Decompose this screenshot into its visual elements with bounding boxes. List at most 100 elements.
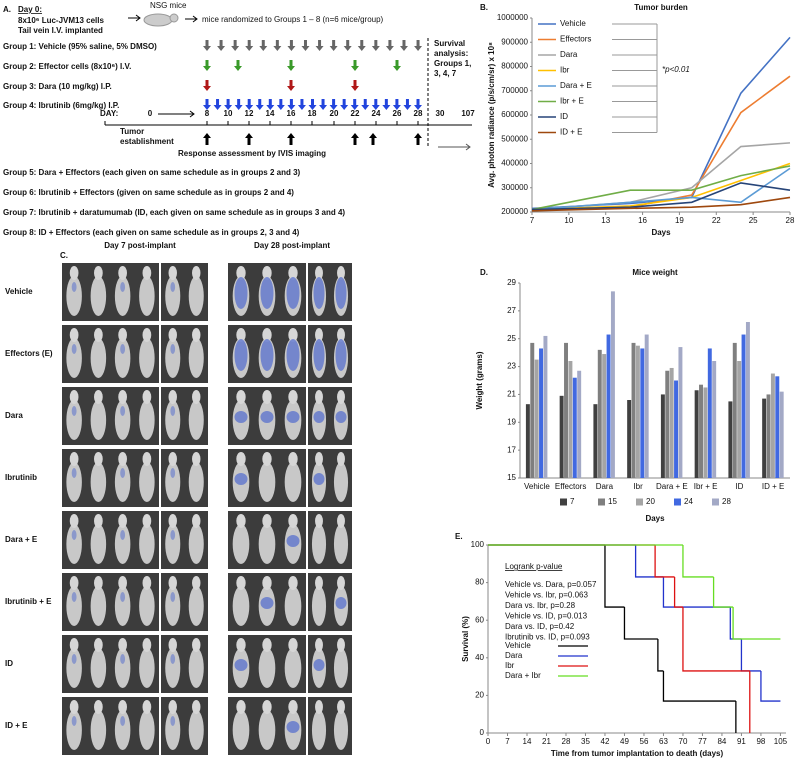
bar <box>644 334 649 478</box>
group-text: Group 3: Dara (10 mg/kg) I.P. <box>3 82 112 91</box>
signal <box>234 659 248 671</box>
legend-swatch <box>636 498 643 506</box>
survival-step <box>654 545 675 578</box>
legend-label: Vehicle <box>505 641 531 650</box>
signal <box>313 473 325 485</box>
legend-label: 24 <box>684 497 693 506</box>
bar <box>694 390 699 478</box>
dose-arrow <box>399 40 408 51</box>
mouse-head <box>315 452 323 466</box>
mouse-body <box>66 710 82 750</box>
x-tick-label: 56 <box>640 737 649 746</box>
signal <box>335 339 347 371</box>
mouse-body <box>90 338 107 378</box>
mouse-head <box>315 700 323 714</box>
mouse-head <box>262 700 272 714</box>
x-tick-label: Vehicle <box>524 482 550 491</box>
mouse-head <box>69 266 79 280</box>
mouse-head <box>118 576 127 590</box>
mice-label: NSG mice <box>150 1 187 10</box>
x-tick-label: 84 <box>717 737 726 746</box>
dose-arrow <box>273 40 282 51</box>
day-tick: 10 <box>224 109 233 118</box>
legend-label: 28 <box>722 497 731 506</box>
day-tick: 0 <box>148 109 153 118</box>
day-tick: 22 <box>351 109 360 118</box>
mouse-body <box>258 524 276 564</box>
x-tick-label: 105 <box>774 737 788 746</box>
dose-arrow <box>297 99 306 110</box>
bar <box>610 291 615 478</box>
signal <box>71 654 77 664</box>
mouse-head <box>69 576 79 590</box>
mouse-body <box>139 586 155 626</box>
x-tick-label: 22 <box>712 216 721 225</box>
day0-line: Tail vein I.V. implanted <box>18 26 103 35</box>
x-tick-label: 16 <box>638 216 647 225</box>
y-tick-label: 15 <box>507 473 516 482</box>
mouse-head <box>192 328 201 342</box>
dose-arrow <box>203 60 211 71</box>
signal <box>234 339 248 371</box>
mouse-head <box>337 514 345 528</box>
signal <box>286 721 300 733</box>
dose-arrow <box>287 80 295 91</box>
dose-arrow <box>343 40 352 51</box>
bar <box>635 345 640 478</box>
signal <box>286 339 300 371</box>
x-tick-label: 7 <box>505 737 510 746</box>
y-tick-label: 80 <box>475 578 484 587</box>
mouse-body <box>258 462 276 502</box>
mouse-head <box>337 576 345 590</box>
signal <box>170 344 176 354</box>
mouse-head <box>315 514 323 528</box>
mouse-body <box>139 400 155 440</box>
p-value: Vehicle vs. ID, p=0.013 <box>505 612 588 621</box>
bar <box>627 400 632 478</box>
col-header: Day 7 post-implant <box>104 241 176 250</box>
dose-arrow <box>287 99 296 110</box>
signal <box>260 411 274 423</box>
dose-arrow <box>351 80 359 91</box>
dose-arrow <box>245 99 254 110</box>
legend-label: 20 <box>646 497 655 506</box>
y-tick-label: 25 <box>507 334 516 343</box>
dose-arrow <box>203 99 211 110</box>
panel-label: D. <box>480 268 488 277</box>
mouse-head <box>94 452 103 466</box>
mouse-head <box>288 266 298 280</box>
series-line <box>531 165 791 211</box>
day-tick: 8 <box>205 109 210 118</box>
mouse-head <box>288 638 298 652</box>
x-tick-label: 91 <box>737 737 746 746</box>
chart-title: Tumor burden <box>634 3 688 12</box>
legend-label: Ibr <box>505 661 515 670</box>
mouse-body <box>232 586 250 626</box>
mouse-body <box>165 648 181 688</box>
bar <box>572 377 577 478</box>
x-tick-label: ID + E <box>762 482 784 491</box>
mouse-body <box>66 586 82 626</box>
mouse-body <box>114 710 131 750</box>
signal <box>170 406 176 416</box>
survival-text: Groups 1, <box>434 59 471 68</box>
mouse-head <box>262 638 272 652</box>
panel-label: C. <box>60 251 68 260</box>
mouse-body <box>90 400 107 440</box>
mouse-head <box>142 514 152 528</box>
mouse-body <box>139 710 155 750</box>
mouse-head <box>337 390 345 404</box>
imaging-arrow <box>245 133 253 145</box>
mouse-head <box>94 390 103 404</box>
bar <box>703 387 708 478</box>
dose-arrow <box>259 40 268 51</box>
y-tick-label: 21 <box>507 390 516 399</box>
survival-step <box>662 576 731 608</box>
x-tick-label: 0 <box>486 737 491 746</box>
p-value: Dara vs. ID, p=0.42 <box>505 622 575 631</box>
x-tick-label: 10 <box>564 216 573 225</box>
x-tick-label: 13 <box>601 216 610 225</box>
arrow <box>128 14 141 22</box>
mouse-head <box>168 452 177 466</box>
dose-arrow <box>414 99 422 110</box>
